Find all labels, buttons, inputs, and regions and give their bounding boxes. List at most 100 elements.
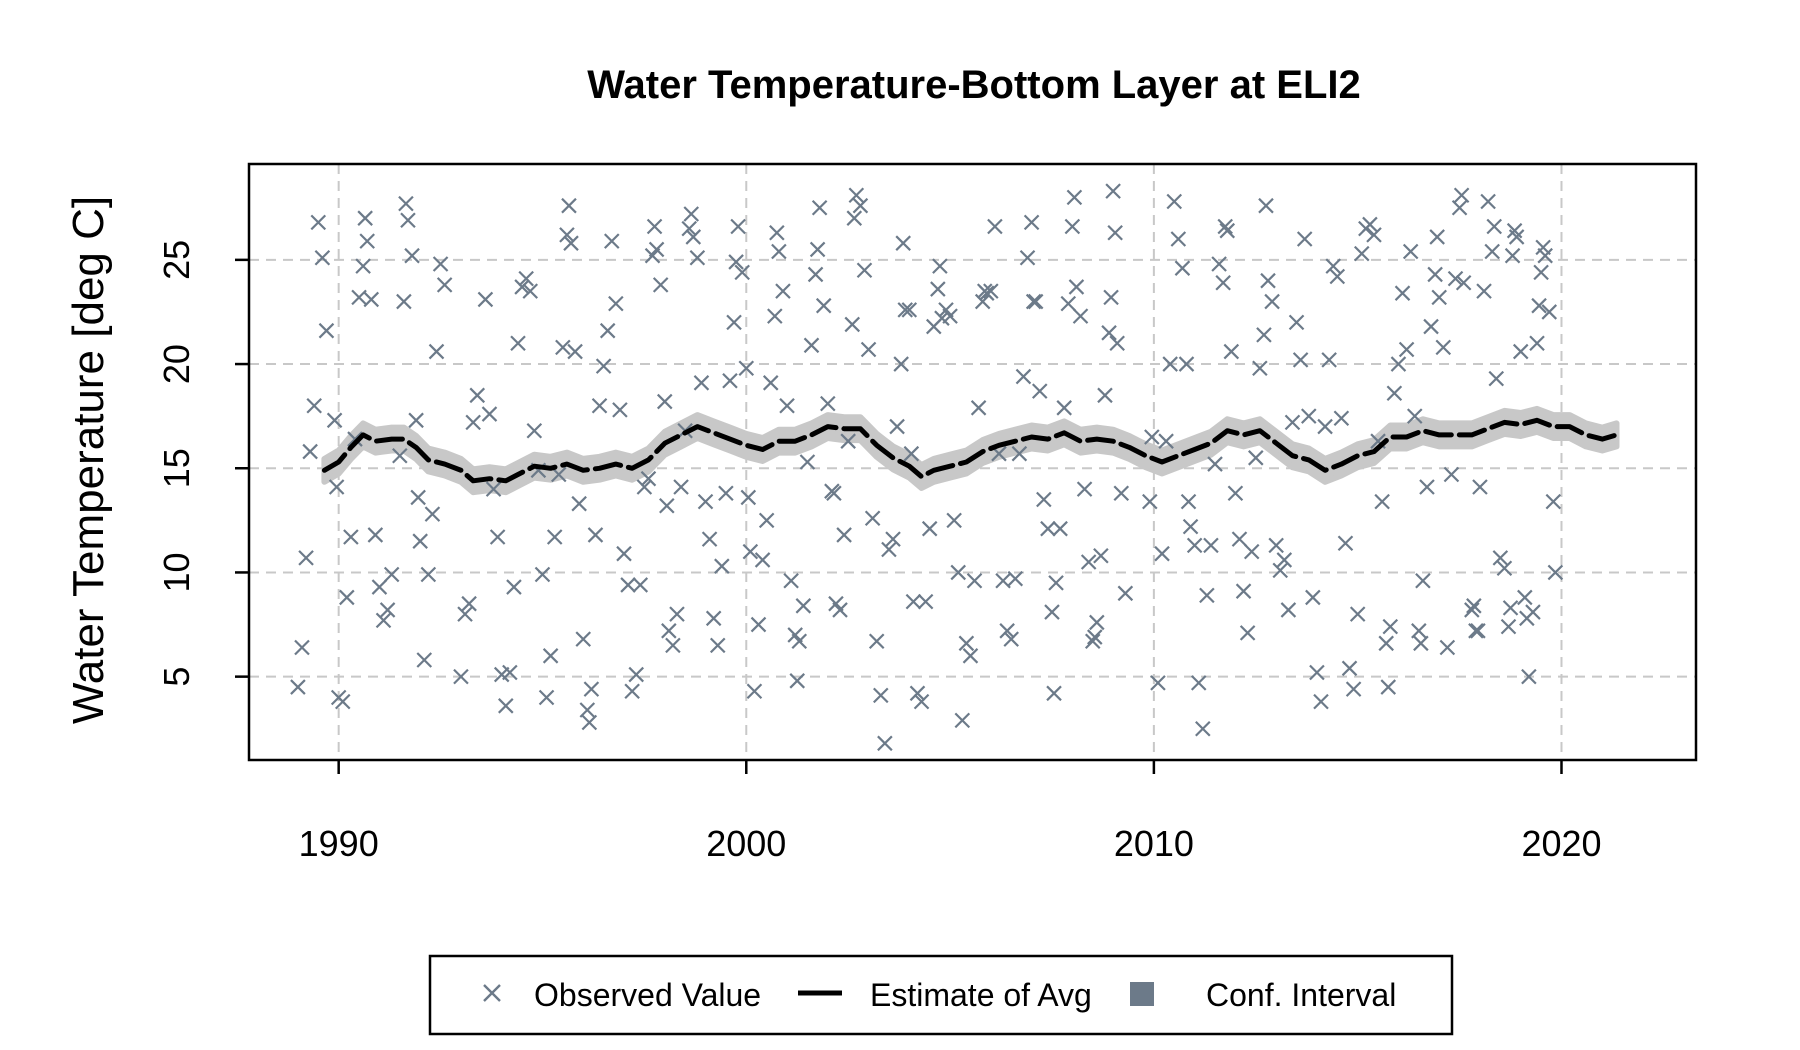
observed-point — [1333, 410, 1350, 427]
observed-point — [1023, 214, 1040, 231]
x-tick-label: 2020 — [1521, 823, 1601, 864]
observed-point — [581, 714, 598, 731]
observed-point — [1366, 227, 1382, 243]
observed-point — [740, 489, 757, 506]
observed-point — [1264, 293, 1280, 310]
observed-point — [1036, 491, 1052, 508]
y-tick-label: 15 — [156, 448, 197, 488]
observed-point — [498, 698, 514, 714]
observed-point — [1464, 602, 1480, 618]
observed-point — [534, 566, 551, 583]
observed-point — [730, 218, 746, 235]
observed-point — [754, 552, 771, 568]
observed-point — [1443, 466, 1460, 483]
observed-point — [811, 199, 828, 216]
observed-point — [432, 256, 449, 272]
observed-point — [1362, 216, 1378, 233]
observed-point — [1288, 314, 1305, 331]
observed-point — [705, 610, 722, 627]
observed-point — [591, 397, 608, 414]
observed-point — [1321, 352, 1337, 368]
observed-point — [885, 531, 901, 547]
observed-point — [1415, 573, 1431, 589]
observed-point — [408, 412, 424, 429]
y-tick-label: 20 — [156, 344, 197, 384]
observed-point — [1521, 668, 1537, 685]
legend-item-ci: Conf. Interval — [1130, 977, 1396, 1013]
observed-point — [1158, 433, 1174, 449]
observed-point — [1484, 243, 1500, 260]
observed-point — [966, 573, 983, 589]
observed-point — [1349, 606, 1366, 622]
observed-point — [318, 322, 335, 339]
observed-point — [469, 387, 486, 404]
observed-point — [1374, 493, 1390, 510]
observed-point — [665, 637, 681, 654]
observed-point — [396, 293, 412, 310]
observed-point — [1046, 685, 1062, 702]
y-axis: 5 10 15 20 25 — [156, 240, 249, 687]
observed-point — [1260, 272, 1276, 289]
observed-point — [1182, 518, 1199, 535]
observed-point — [1162, 356, 1178, 372]
observed-point — [595, 358, 612, 374]
observed-point — [820, 395, 836, 412]
observed-point — [1011, 445, 1028, 462]
observed-point — [846, 210, 863, 226]
observed-point — [1439, 639, 1456, 656]
observed-point — [1313, 693, 1329, 710]
observed-point — [428, 343, 445, 360]
observed-point — [932, 258, 948, 274]
observed-point — [1427, 266, 1443, 283]
observed-point — [1382, 618, 1399, 635]
observed-point — [1113, 485, 1130, 502]
observed-point — [1080, 554, 1097, 570]
observed-point — [1309, 664, 1325, 681]
observed-point — [567, 343, 583, 360]
observed-point — [1398, 341, 1415, 358]
observed-point — [383, 566, 400, 583]
observed-point — [970, 400, 987, 416]
observed-point — [1239, 625, 1256, 641]
legend-item-observed: Observed Value — [483, 977, 761, 1013]
observed-point — [709, 637, 726, 654]
observed-point — [310, 214, 327, 231]
observed-point — [1480, 193, 1496, 210]
observed-point — [815, 297, 832, 314]
observed-point — [844, 316, 861, 333]
observed-point — [852, 197, 869, 214]
estimate-line — [321, 417, 1619, 484]
observed-point — [1174, 260, 1191, 276]
observed-point — [636, 479, 653, 495]
observed-point — [328, 479, 345, 495]
observed-point — [799, 454, 816, 470]
observed-point — [1019, 249, 1036, 266]
observed-point — [306, 397, 322, 414]
observed-point — [978, 285, 995, 301]
observed-point — [954, 712, 971, 729]
observed-point — [1207, 456, 1223, 472]
legend-item-estimate: Estimate of Avg — [798, 977, 1092, 1013]
observed-point — [893, 356, 909, 372]
observed-point — [1052, 520, 1068, 537]
observed-point — [1472, 479, 1488, 495]
observed-point — [1180, 493, 1197, 510]
observed-point — [1517, 589, 1533, 606]
plot-frame — [247, 162, 1698, 762]
observed-point — [669, 606, 685, 622]
observed-point — [1547, 564, 1564, 581]
observed-point — [1072, 308, 1089, 324]
observed-point — [995, 573, 1011, 589]
observed-point — [1199, 587, 1215, 604]
observed-point — [334, 693, 351, 710]
observed-point — [895, 235, 911, 251]
observed-point — [510, 335, 526, 351]
observed-point — [357, 210, 373, 226]
observed-point — [999, 623, 1015, 639]
observed-point — [738, 360, 755, 377]
observed-point — [624, 683, 640, 700]
observed-point — [769, 224, 785, 241]
observed-point — [930, 281, 946, 297]
observed-point — [714, 558, 730, 574]
observed-point — [1280, 602, 1297, 618]
